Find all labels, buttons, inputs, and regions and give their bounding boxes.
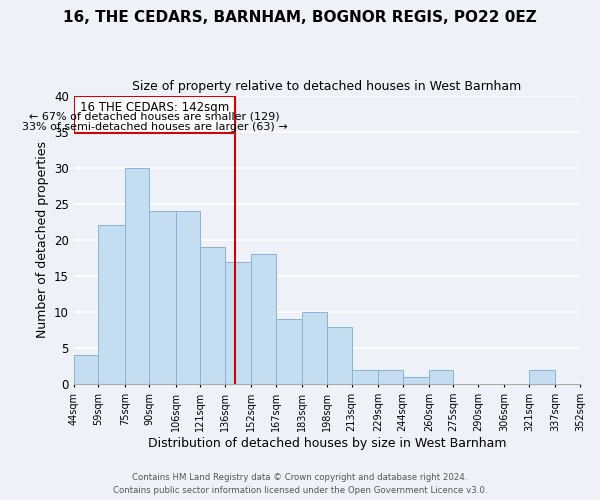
Text: Contains HM Land Registry data © Crown copyright and database right 2024.
Contai: Contains HM Land Registry data © Crown c…	[113, 474, 487, 495]
Bar	[74, 96, 235, 133]
Title: Size of property relative to detached houses in West Barnham: Size of property relative to detached ho…	[132, 80, 521, 93]
X-axis label: Distribution of detached houses by size in West Barnham: Distribution of detached houses by size …	[148, 437, 506, 450]
Bar	[302, 312, 327, 384]
Bar	[529, 370, 556, 384]
Bar	[74, 356, 98, 384]
Bar	[125, 168, 149, 384]
Text: 33% of semi-detached houses are larger (63) →: 33% of semi-detached houses are larger (…	[22, 122, 287, 132]
Bar	[98, 226, 125, 384]
Bar	[429, 370, 454, 384]
Bar	[176, 211, 200, 384]
Text: 16, THE CEDARS, BARNHAM, BOGNOR REGIS, PO22 0EZ: 16, THE CEDARS, BARNHAM, BOGNOR REGIS, P…	[63, 10, 537, 25]
Bar	[276, 320, 302, 384]
Bar	[352, 370, 378, 384]
Bar	[200, 247, 225, 384]
Bar	[149, 211, 176, 384]
Bar	[225, 262, 251, 384]
Bar	[327, 326, 352, 384]
Bar	[403, 377, 429, 384]
Bar	[378, 370, 403, 384]
Text: 16 THE CEDARS: 142sqm: 16 THE CEDARS: 142sqm	[80, 100, 229, 114]
Y-axis label: Number of detached properties: Number of detached properties	[35, 142, 49, 338]
Text: ← 67% of detached houses are smaller (129): ← 67% of detached houses are smaller (12…	[29, 112, 280, 122]
Bar	[251, 254, 276, 384]
